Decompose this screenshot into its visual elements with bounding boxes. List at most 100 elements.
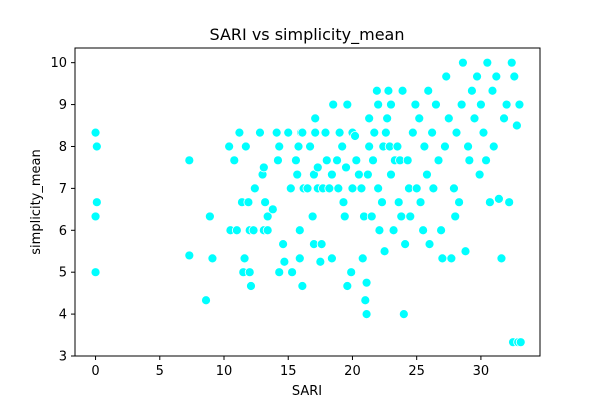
data-point [327,169,337,180]
data-point [509,71,520,82]
y-tick-label: 9 [59,98,67,113]
data-point [419,141,430,152]
data-point [342,99,353,110]
chart-title: SARI vs simplicity_mean [210,25,405,45]
data-point [339,211,350,222]
y-axis-label: simplicity_mean [29,149,44,254]
data-point [184,155,195,166]
data-point [333,183,344,194]
data-point [414,113,425,124]
data-point [487,85,498,96]
data-point [356,183,367,194]
data-point [201,295,211,306]
x-tick-label: 25 [408,364,425,379]
data-point [396,211,407,222]
y-tick-label: 5 [59,266,67,281]
data-point [366,211,377,222]
y-tick-label: 6 [59,224,67,239]
data-point [364,113,375,124]
data-point [374,225,385,236]
y-axis: 3 4 5 6 7 8 9 10 [50,56,75,365]
data-point [371,85,382,96]
data-point [469,113,480,124]
data-point [293,141,304,152]
data-point [316,239,327,250]
data-point [279,256,290,267]
data-point [262,211,273,222]
data-point [464,155,475,166]
data-point [436,225,446,236]
data-point [514,99,525,110]
data-point [307,211,318,222]
data-point [229,155,240,166]
x-axis-label: SARI [292,384,322,399]
data-point [392,141,403,152]
data-point [511,120,522,131]
data-point [454,197,464,208]
data-point [184,250,195,261]
data-point [320,127,331,138]
x-tick-label: 30 [473,364,490,379]
data-point [493,193,504,204]
data-point [249,183,260,194]
x-tick-label: 15 [280,364,297,379]
data-point [427,127,437,138]
data-point [341,162,351,173]
data-point [373,99,384,110]
data-point [373,183,384,194]
data-point [310,127,321,138]
data-point [424,239,435,250]
data-point [255,127,265,138]
data-point [324,183,335,194]
data-point [515,337,526,348]
data-point [428,183,439,194]
x-tick-label: 20 [344,364,361,379]
data-point [386,99,396,110]
data-point [474,169,485,180]
data-point [472,71,482,82]
data-point [274,267,285,278]
data-point [377,197,387,208]
data-point [260,197,271,208]
y-tick-label: 10 [50,56,67,71]
data-point [258,162,269,173]
data-point [482,57,493,68]
data-point [485,197,495,208]
data-point [271,127,282,138]
data-point [262,225,273,236]
data-point [327,253,337,264]
data-point [244,267,255,278]
data-point [312,162,323,173]
data-point [231,225,242,236]
data-point [450,211,461,222]
data-point [386,169,396,180]
data-point [382,113,393,124]
data-point [357,253,368,264]
data-point [332,155,342,166]
data-point [90,267,101,278]
data-points [90,57,526,348]
data-point [437,253,448,264]
data-point [351,155,362,166]
y-tick-label: 8 [59,140,67,155]
data-point [499,113,509,124]
data-point [90,127,101,138]
data-point [337,141,348,152]
data-point [338,197,349,208]
data-point [451,127,462,138]
data-point [456,99,467,110]
data-point [440,141,450,152]
data-point [315,256,326,267]
x-tick-label: 5 [156,364,164,379]
data-point [496,253,507,264]
data-point [334,127,345,138]
data-point [423,85,434,96]
data-point [274,141,285,152]
data-point [360,295,371,306]
data-point [467,85,477,96]
data-point [501,99,512,110]
data-point [267,204,278,215]
data-point [400,239,411,250]
data-point [369,127,380,138]
